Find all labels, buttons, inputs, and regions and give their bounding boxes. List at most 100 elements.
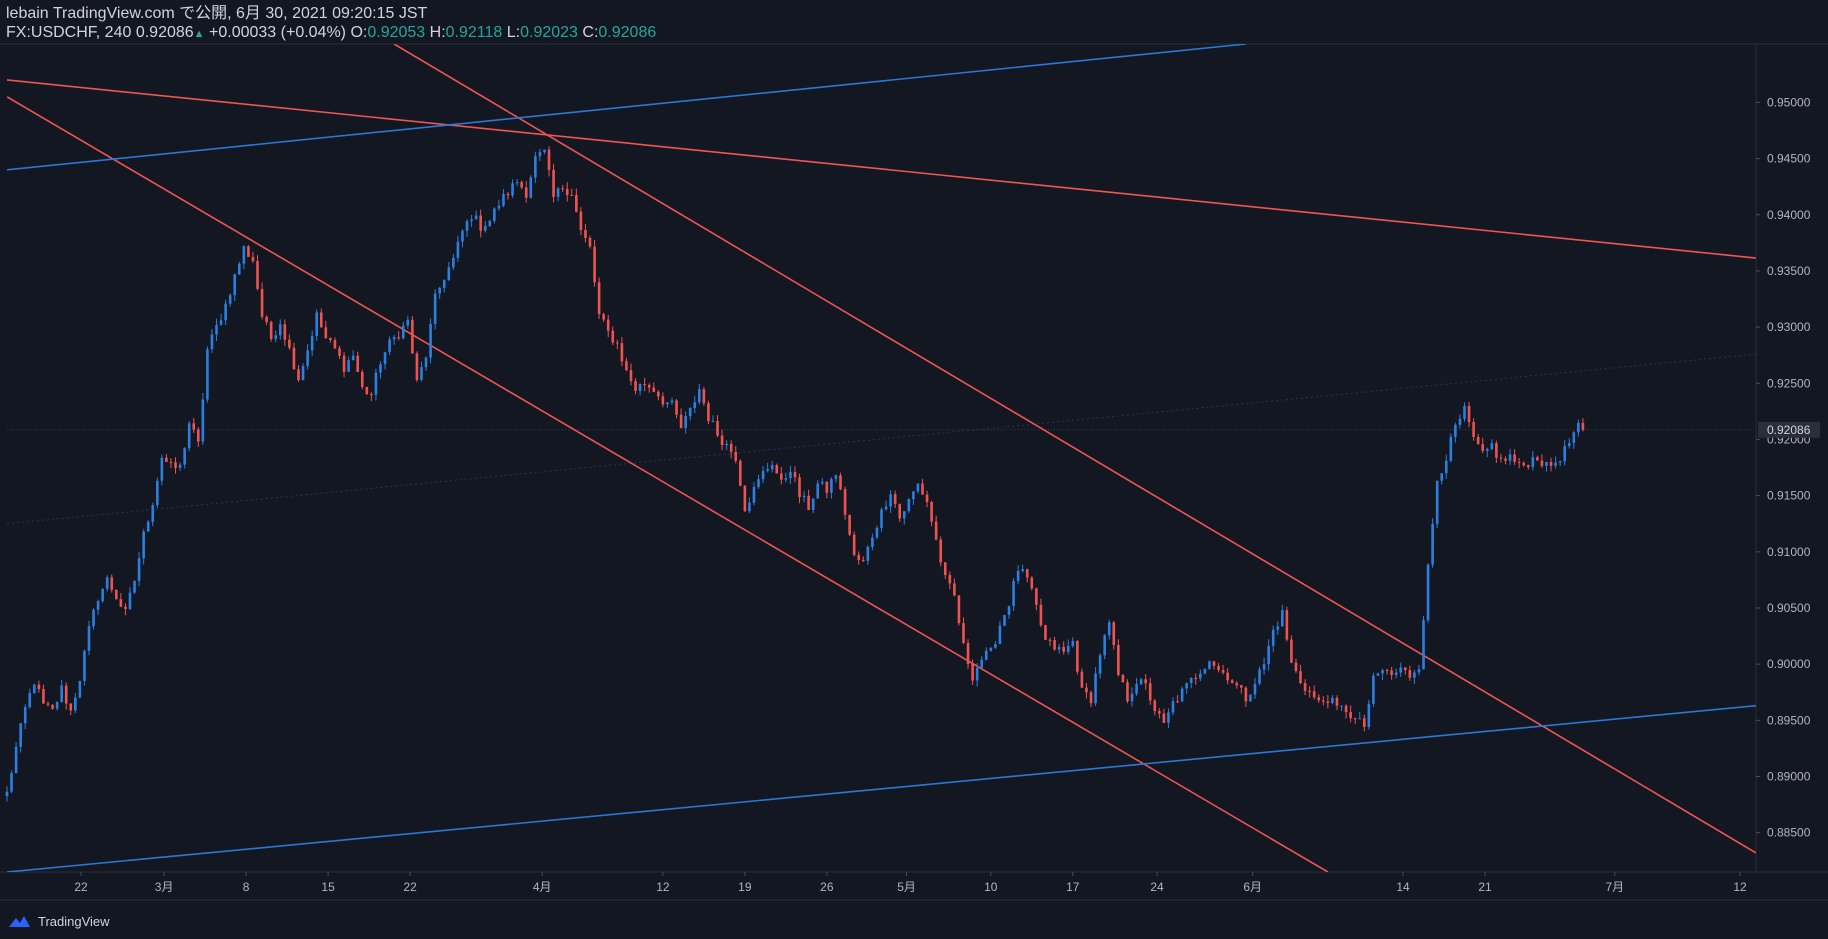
candle — [370, 391, 373, 402]
candle — [1522, 461, 1526, 468]
candle — [1372, 672, 1375, 708]
candle — [1139, 677, 1143, 686]
candle — [893, 490, 897, 508]
candle — [1267, 639, 1270, 671]
candle — [602, 312, 605, 322]
candle — [688, 407, 692, 421]
candle — [670, 397, 674, 405]
time-axis[interactable]: 22 3月 8 15 22 4月 12 19 26 5月 10 17 24 6月 14 21 7月 12 — [74, 872, 1747, 894]
candle — [242, 245, 246, 270]
candle — [1572, 431, 1576, 449]
candle — [684, 411, 687, 434]
candle — [1171, 697, 1175, 716]
candle — [1249, 694, 1252, 702]
candle — [816, 480, 820, 499]
candle — [1540, 454, 1544, 469]
candle — [1458, 414, 1462, 429]
trendline-blue-faint-5[interactable] — [7, 353, 1756, 525]
candle — [638, 383, 642, 396]
candle — [921, 478, 924, 495]
tradingview-cloud-icon[interactable] — [6, 913, 32, 929]
candle — [1276, 621, 1280, 635]
candle — [1454, 422, 1457, 443]
candle — [534, 151, 537, 184]
candle — [657, 389, 660, 401]
candle — [1212, 660, 1216, 670]
candle — [1130, 687, 1134, 707]
candle — [319, 308, 323, 328]
candle — [1381, 668, 1384, 680]
candle — [1294, 658, 1298, 674]
price-axis[interactable]: 0.88500 0.89000 0.89500 0.90000 0.90500 0.910… — [1756, 95, 1820, 840]
candle — [224, 299, 227, 326]
candle — [647, 383, 651, 393]
candle — [456, 235, 460, 262]
symbol-label[interactable]: FX:USDCHF, 240 — [6, 24, 132, 41]
trendline-blue-4[interactable] — [7, 704, 1756, 872]
candle — [297, 365, 300, 382]
candle — [101, 588, 104, 603]
candle — [110, 574, 114, 593]
candle — [192, 417, 196, 433]
candle — [1244, 686, 1248, 708]
candle — [401, 321, 405, 340]
last-price: 0.92086 — [135, 24, 194, 41]
candle — [474, 210, 478, 220]
price-tick-label: 0.94500 — [1767, 152, 1811, 166]
trendline-red-0[interactable] — [7, 79, 1756, 259]
candle — [347, 356, 350, 372]
candle — [420, 361, 423, 382]
candle — [802, 491, 806, 503]
trendline-red-1[interactable] — [7, 96, 1329, 872]
candle — [643, 377, 646, 392]
candle — [1536, 455, 1539, 461]
time-tick-label: 12 — [1733, 880, 1747, 894]
candle — [1422, 615, 1425, 670]
candle — [1117, 639, 1120, 677]
candle — [1322, 696, 1325, 706]
price-tick-label: 0.93500 — [1767, 264, 1811, 278]
brand-label[interactable]: TradingView — [38, 913, 110, 929]
candle — [1226, 668, 1229, 685]
candle — [1030, 576, 1034, 591]
candle — [902, 510, 906, 525]
candle — [452, 253, 455, 271]
candle — [661, 392, 665, 408]
candle — [857, 551, 861, 565]
candle — [83, 649, 86, 686]
candle — [1240, 684, 1243, 694]
candle — [1554, 456, 1557, 469]
candle — [1376, 672, 1380, 676]
candle — [1417, 664, 1421, 676]
candle — [994, 640, 997, 649]
candle — [852, 531, 856, 557]
candle — [265, 315, 268, 326]
candle — [1021, 564, 1024, 573]
candle — [1367, 699, 1371, 730]
time-tick-label: 12 — [656, 880, 670, 894]
candle — [1362, 714, 1366, 732]
trendline-red-2[interactable] — [393, 44, 1756, 854]
candle — [1135, 677, 1138, 696]
trendline-blue-3[interactable] — [7, 44, 1246, 171]
candle — [1085, 683, 1088, 699]
candle — [1016, 565, 1020, 585]
candle — [406, 315, 410, 329]
open-value: 0.92053 — [367, 24, 426, 41]
candle — [734, 445, 738, 464]
candle — [438, 286, 441, 299]
close-value: 0.92086 — [598, 24, 657, 41]
candle — [119, 593, 123, 608]
candle — [60, 679, 63, 703]
candle — [875, 525, 879, 540]
candle — [447, 262, 451, 281]
time-tick-label: 24 — [1150, 880, 1164, 894]
candle — [1577, 419, 1580, 437]
candle — [1385, 668, 1389, 675]
candle — [739, 459, 742, 487]
last-price-tag: 0.92086 — [1758, 421, 1820, 438]
candle — [779, 466, 783, 485]
candle — [78, 680, 82, 699]
candle — [329, 337, 332, 343]
